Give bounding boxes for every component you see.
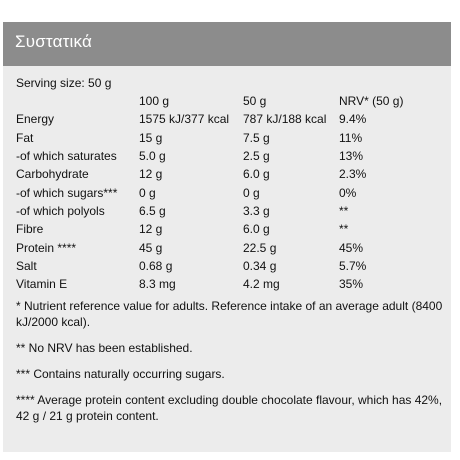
nrv-value: 35%	[339, 277, 364, 292]
nrv-value: 11%	[339, 130, 363, 145]
value-per-100g: 0.68 g	[139, 258, 173, 273]
nrv-value: 45%	[339, 240, 364, 255]
nrv-value: 2.3%	[339, 167, 367, 182]
value-per-50g: 7.5 g	[243, 130, 270, 145]
footnote-nrv: * Nutrient reference value for adults. R…	[16, 299, 443, 329]
value-per-50g: 2.5 g	[243, 149, 270, 164]
value-per-100g: 8.3 mg	[139, 277, 176, 292]
footnote-sugars: *** Contains naturally occurring sugars.	[16, 367, 225, 381]
value-per-50g: 6.0 g	[243, 222, 270, 237]
value-per-100g: 5.0 g	[139, 149, 166, 164]
table-row: -of which polyols 6.5 g 3.3 g **	[16, 202, 429, 220]
column-header: NRV* (50 g)	[339, 94, 404, 109]
nutrient-name: Salt	[16, 258, 37, 273]
column-header: 50 g	[243, 94, 267, 109]
footnotes: * Nutrient reference value for adults. R…	[16, 298, 444, 434]
table-row: -of which sugars*** 0 g 0 g 0%	[16, 183, 429, 201]
value-per-100g: 1575 kJ/377 kcal	[139, 112, 230, 127]
table-row: Protein **** 45 g 22.5 g 45%	[16, 238, 429, 256]
value-per-50g: 3.3 g	[243, 203, 270, 218]
nutrient-name: Protein ****	[16, 240, 77, 255]
nutrient-name: -of which saturates	[16, 149, 117, 164]
nutrition-panel: Συστατικά Serving size: 50 g 100 g 50 g …	[3, 22, 451, 452]
footnote-no-nrv: ** No NRV has been established.	[16, 341, 193, 355]
nrv-value: 5.7%	[339, 258, 367, 273]
value-per-100g: 12 g	[139, 222, 163, 237]
table-row: Vitamin E 8.3 mg 4.2 mg 35%	[16, 275, 429, 293]
column-header: 100 g	[139, 94, 170, 109]
value-per-100g: 0 g	[139, 185, 156, 200]
serving-size-label: Serving size: 50 g	[16, 76, 112, 90]
value-per-50g: 0.34 g	[243, 258, 277, 273]
nrv-value: **	[339, 222, 349, 237]
value-per-50g: 787 kJ/188 kcal	[243, 112, 327, 127]
value-per-100g: 6.5 g	[139, 203, 166, 218]
value-per-50g: 22.5 g	[243, 240, 277, 255]
column-header	[16, 92, 139, 110]
value-per-100g: 12 g	[139, 167, 163, 182]
nutrient-name: Vitamin E	[16, 277, 68, 292]
value-per-50g: 6.0 g	[243, 167, 270, 182]
nutrient-name: -of which polyols	[16, 203, 105, 218]
panel-header: Συστατικά	[3, 22, 451, 66]
nutrition-table: 100 g 50 g NRV* (50 g) Energy 1575 kJ/37…	[16, 92, 429, 293]
value-per-100g: 45 g	[139, 240, 163, 255]
value-per-100g: 15 g	[139, 130, 163, 145]
value-per-50g: 4.2 mg	[243, 277, 280, 292]
nutrient-name: Carbohydrate	[16, 167, 89, 182]
nrv-value: 9.4%	[339, 112, 367, 127]
table-header-row: 100 g 50 g NRV* (50 g)	[16, 92, 429, 110]
nutrient-name: -of which sugars***	[16, 185, 118, 200]
footnote-protein: **** Average protein content excluding d…	[16, 393, 443, 423]
panel-title: Συστατικά	[15, 32, 93, 51]
nrv-value: **	[339, 203, 349, 218]
table-row: -of which saturates 5.0 g 2.5 g 13%	[16, 147, 429, 165]
table-row: Fibre 12 g 6.0 g **	[16, 220, 429, 238]
value-per-50g: 0 g	[243, 185, 260, 200]
table-row: Salt 0.68 g 0.34 g 5.7%	[16, 257, 429, 275]
nutrient-name: Fat	[16, 130, 34, 145]
table-row: Carbohydrate 12 g 6.0 g 2.3%	[16, 165, 429, 183]
table-row: Energy 1575 kJ/377 kcal 787 kJ/188 kcal …	[16, 110, 429, 128]
nutrient-name: Fibre	[16, 222, 44, 237]
nrv-value: 0%	[339, 185, 357, 200]
nrv-value: 13%	[339, 149, 364, 164]
nutrient-name: Energy	[16, 112, 55, 127]
table-row: Fat 15 g 7.5 g 11%	[16, 129, 429, 147]
